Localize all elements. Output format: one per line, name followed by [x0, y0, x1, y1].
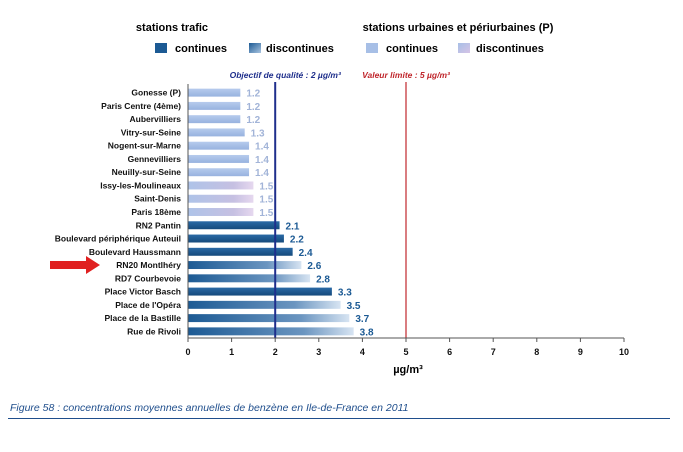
category-label: Place de l'Opéra: [115, 300, 181, 310]
category-label: Neuilly-sur-Seine: [112, 167, 182, 177]
value-label: 1.2: [246, 102, 260, 113]
value-label: 1.2: [246, 89, 260, 100]
bars-layer: Gonesse (P) 1.2 Paris Centre (4ème) 1.2 Aube…: [55, 88, 374, 339]
bar: [188, 168, 250, 177]
bar: [188, 287, 332, 296]
category-label: Boulevard périphérique Auteuil: [55, 234, 181, 244]
legend-title-urban: stations urbaines et périurbaines (P): [363, 22, 554, 34]
highlight-arrow-icon: [50, 256, 100, 274]
bar: [188, 115, 241, 124]
legend-label-traffic-discontinuous: discontinues: [266, 43, 334, 55]
value-label: 2.4: [299, 248, 313, 259]
category-label: Boulevard Haussmann: [89, 247, 181, 257]
category-label: Saint-Denis: [134, 194, 181, 204]
legend-label-urban-continuous: continues: [386, 43, 438, 55]
category-label: Issy-les-Moulineaux: [100, 180, 181, 190]
category-label: Aubervilliers: [130, 114, 182, 124]
category-label: Paris Centre (4ème): [101, 101, 181, 111]
chart-canvas: stations trafic stations urbaines et pér…: [50, 22, 629, 376]
x-tick-label: 0: [185, 347, 190, 357]
value-label: 1.5: [259, 181, 273, 192]
category-label: Rue de Rivoli: [127, 326, 181, 336]
x-tick-label: 4: [360, 347, 365, 357]
value-label: 1.2: [246, 115, 260, 126]
limit-value-label: Valeur limite : 5 µg/m³: [362, 70, 451, 80]
legend: stations trafic stations urbaines et pér…: [136, 22, 554, 55]
x-tick-label: 8: [534, 347, 539, 357]
legend-label-urban-discontinuous: discontinues: [476, 43, 544, 55]
category-label: Gennevilliers: [128, 154, 182, 164]
value-label: 1.4: [255, 155, 269, 166]
bar: [188, 101, 241, 110]
legend-label-traffic-continuous: continues: [175, 43, 227, 55]
x-axis-title: µg/m³: [393, 364, 423, 376]
bar: [188, 181, 254, 190]
category-label: RD7 Courbevoie: [115, 273, 181, 283]
x-tick-label: 3: [316, 347, 321, 357]
bar: [188, 327, 354, 336]
value-label: 1.4: [255, 168, 269, 179]
value-label: 1.5: [259, 208, 273, 219]
legend-swatch-traffic-continuous: [155, 43, 167, 53]
bar: [188, 261, 302, 270]
x-tick-label: 5: [403, 347, 408, 357]
bar: [188, 300, 341, 309]
bar: [188, 194, 254, 203]
x-tick-label: 7: [491, 347, 496, 357]
category-label: Place Victor Basch: [105, 287, 181, 297]
x-tick-label: 2: [273, 347, 278, 357]
figure-caption: Figure 58 : concentrations moyennes annu…: [10, 402, 409, 414]
legend-swatch-urban-continuous: [366, 43, 378, 53]
legend-swatch-urban-discontinuous: [458, 43, 470, 53]
category-label: Nogent-sur-Marne: [108, 141, 181, 151]
value-label: 1.4: [255, 142, 269, 153]
bar: [188, 141, 250, 150]
x-tick-label: 1: [229, 347, 234, 357]
value-label: 1.5: [259, 195, 273, 206]
category-label: Vitry-sur-Seine: [121, 127, 182, 137]
value-label: 2.1: [286, 221, 300, 232]
x-tick-label: 6: [447, 347, 452, 357]
value-label: 3.5: [347, 301, 361, 312]
category-label: Paris 18ème: [131, 207, 181, 217]
bar: [188, 274, 311, 283]
value-label: 2.2: [290, 235, 304, 246]
category-label: Place de la Bastille: [104, 313, 181, 323]
quality-objective-label: Objectif de qualité : 2 µg/m³: [230, 70, 342, 80]
x-tick-label: 9: [578, 347, 583, 357]
bar: [188, 234, 284, 243]
bar: [188, 314, 350, 323]
bar: [188, 247, 293, 256]
x-axis: 0 1 2 3 4 5 6 7 8 9 10: [185, 84, 629, 357]
value-label: 1.3: [251, 128, 265, 139]
category-label: RN20 Montlhéry: [116, 260, 181, 270]
bar: [188, 221, 280, 230]
bar: [188, 128, 245, 137]
value-label: 3.3: [338, 288, 352, 299]
reference-lines-layer: [274, 82, 407, 338]
category-label: Gonesse (P): [131, 88, 181, 98]
bar: [188, 154, 250, 163]
value-label: 2.6: [307, 261, 321, 272]
value-label: 3.8: [360, 327, 374, 338]
x-tick-label: 10: [619, 347, 629, 357]
value-label: 3.7: [355, 314, 369, 325]
category-label: RN2 Pantin: [136, 220, 181, 230]
legend-title-traffic: stations trafic: [136, 22, 208, 34]
value-label: 2.8: [316, 274, 330, 285]
bar: [188, 88, 241, 97]
legend-swatch-traffic-discontinuous: [249, 43, 261, 53]
bar: [188, 208, 254, 216]
caption-divider: [8, 418, 670, 419]
